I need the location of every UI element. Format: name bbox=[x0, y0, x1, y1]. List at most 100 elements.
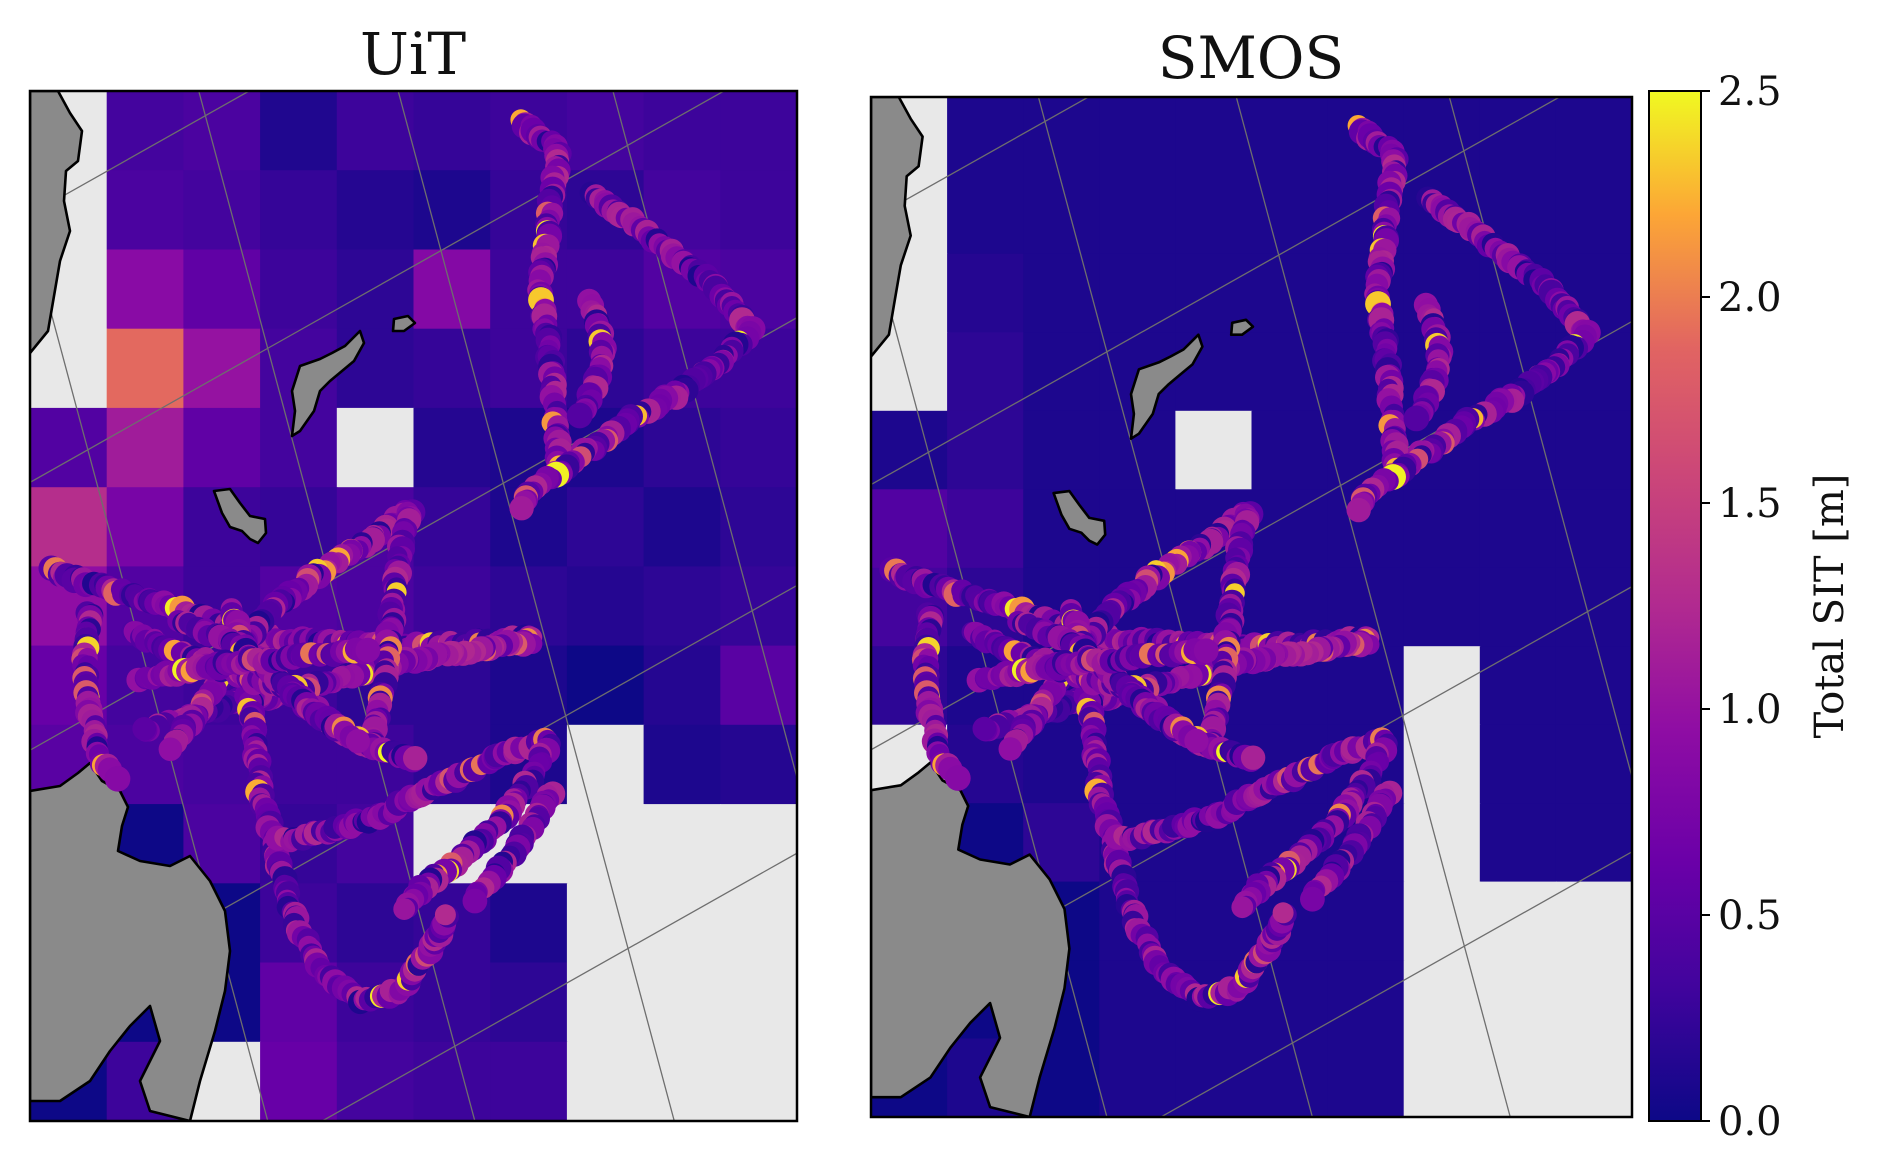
land-polygon bbox=[1052, 489, 1107, 546]
graticule-line bbox=[397, 91, 675, 1121]
grid-cell bbox=[1099, 97, 1177, 177]
grid-cell bbox=[1403, 960, 1481, 1040]
grid-cell bbox=[260, 1041, 338, 1121]
graticule-line bbox=[1448, 97, 1632, 780]
grid-cell bbox=[490, 1041, 568, 1121]
colorbar-tick-label: 0.5 bbox=[1718, 893, 1782, 939]
grid-cell bbox=[720, 804, 797, 885]
grid-cell bbox=[871, 489, 948, 569]
grid-cell bbox=[106, 91, 185, 171]
track-point bbox=[1346, 497, 1371, 523]
grid-cell bbox=[566, 1041, 645, 1121]
grid-cell bbox=[1023, 175, 1101, 255]
grid-cell bbox=[413, 328, 491, 409]
grid-cell bbox=[1555, 803, 1632, 883]
grid-cell bbox=[871, 332, 948, 412]
track-point bbox=[462, 888, 488, 914]
grid-cell bbox=[1251, 332, 1329, 412]
grid-cell bbox=[643, 91, 722, 171]
grid-cell bbox=[566, 91, 645, 171]
uit-track-points bbox=[38, 109, 766, 1015]
grid-cell bbox=[1555, 410, 1632, 491]
grid-cell bbox=[1479, 489, 1557, 569]
grid-cell bbox=[1555, 646, 1632, 726]
land-polygon bbox=[871, 97, 924, 358]
grid-cell bbox=[1175, 1038, 1253, 1117]
colorbar-tick-label: 1.0 bbox=[1718, 687, 1782, 733]
track-point bbox=[1403, 405, 1430, 432]
grid-cell bbox=[260, 249, 338, 330]
graticule-line bbox=[612, 91, 797, 781]
smos-track-points bbox=[879, 115, 1601, 1012]
grid-cell bbox=[1479, 960, 1557, 1040]
grid-cell bbox=[413, 1041, 491, 1121]
grid-cell bbox=[1555, 489, 1632, 569]
grid-cell bbox=[1327, 881, 1405, 961]
grid-cell bbox=[490, 883, 568, 964]
grid-cell bbox=[336, 170, 415, 251]
graticule-line bbox=[30, 91, 726, 483]
grid-cell bbox=[566, 724, 645, 805]
track-point bbox=[1272, 902, 1294, 924]
grid-cell bbox=[183, 328, 261, 409]
grid-cell bbox=[413, 91, 491, 171]
grid-cell bbox=[566, 566, 645, 647]
grid-cell bbox=[643, 566, 722, 647]
grid-cell bbox=[1327, 1038, 1405, 1117]
graticule-line bbox=[320, 852, 797, 1121]
grid-cell bbox=[566, 883, 645, 964]
grid-cell bbox=[1479, 724, 1557, 804]
grid-cell bbox=[1403, 1038, 1481, 1117]
grid-cell bbox=[643, 962, 722, 1043]
track-point bbox=[1240, 745, 1266, 770]
colorbar-gradient bbox=[1648, 90, 1702, 1122]
grid-cell bbox=[1403, 567, 1481, 648]
grid-cell bbox=[947, 175, 1024, 255]
land-polygon bbox=[1229, 318, 1255, 337]
grid-cell bbox=[106, 407, 185, 488]
grid-cell bbox=[260, 487, 338, 568]
grid-cell bbox=[1479, 881, 1557, 961]
graticule-line bbox=[1235, 97, 1511, 1117]
land-polygon bbox=[391, 314, 417, 333]
track-point bbox=[355, 637, 381, 663]
grid-cell bbox=[947, 410, 1024, 491]
grid-cell bbox=[1175, 410, 1253, 491]
grid-cell bbox=[1403, 97, 1481, 177]
track-point bbox=[1231, 896, 1254, 919]
grid-cell bbox=[720, 170, 797, 251]
grid-cell bbox=[260, 91, 338, 171]
colorbar-tick-label: 0.0 bbox=[1718, 1099, 1782, 1145]
colorbar-tick-label: 2.0 bbox=[1718, 275, 1782, 321]
track-point bbox=[393, 898, 416, 920]
graticule-line bbox=[30, 91, 251, 216]
grid-cell bbox=[1251, 1038, 1329, 1117]
grid-cell bbox=[413, 170, 491, 251]
track-point bbox=[1300, 886, 1325, 912]
grid-cell bbox=[643, 645, 722, 726]
colorbar-tick-label: 1.5 bbox=[1718, 481, 1782, 527]
track-point bbox=[945, 765, 971, 791]
grid-cell bbox=[1555, 1038, 1632, 1117]
grid-cell bbox=[106, 170, 185, 251]
grid-cell bbox=[490, 645, 568, 726]
uit-map-panel: UiT bbox=[28, 20, 799, 1123]
track-point bbox=[1184, 728, 1209, 754]
uit-title: UiT bbox=[360, 20, 466, 88]
grid-cell bbox=[1251, 960, 1329, 1040]
grid-cell bbox=[1023, 97, 1101, 177]
grid-cell bbox=[720, 962, 797, 1043]
track-point bbox=[345, 729, 370, 754]
grid-cell bbox=[1555, 960, 1632, 1040]
track-point bbox=[158, 737, 183, 762]
grid-cell bbox=[720, 724, 797, 805]
track-point bbox=[434, 904, 456, 926]
colorbar-ticks: 0.0 0.5 1.0 1.5 2.0 2.5 bbox=[1701, 69, 1782, 1145]
grid-cell bbox=[1099, 253, 1177, 334]
grid-cell bbox=[1099, 175, 1177, 255]
grid-cell bbox=[336, 1041, 415, 1121]
track-point bbox=[104, 766, 131, 792]
land-polygon bbox=[212, 487, 268, 545]
grid-cell bbox=[183, 170, 261, 251]
